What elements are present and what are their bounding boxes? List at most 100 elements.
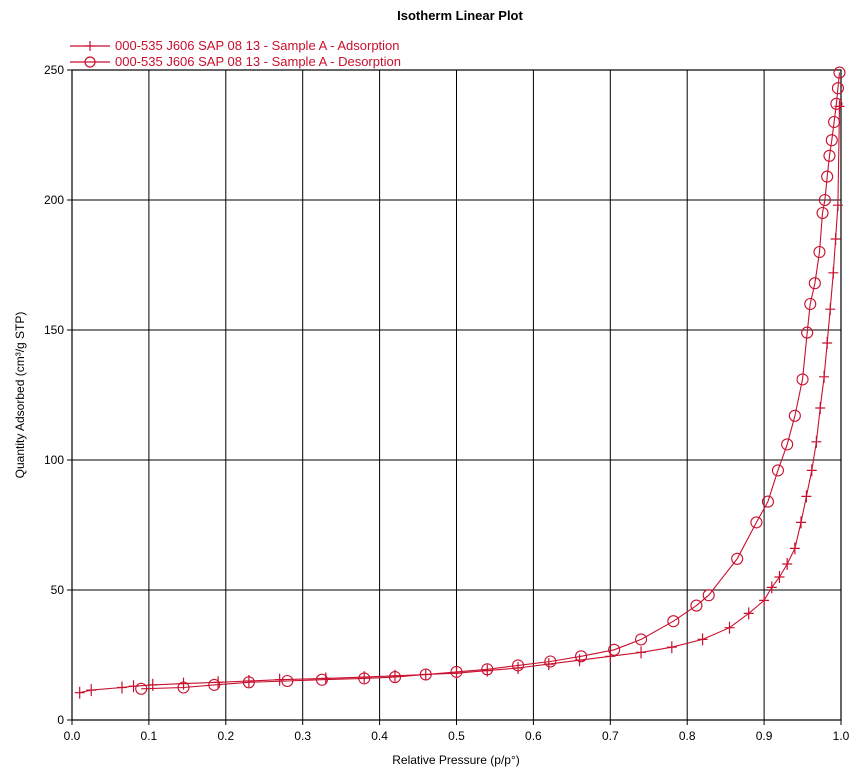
desorption-point-28 — [481, 663, 494, 676]
adsorption-point-19 — [636, 646, 647, 659]
desorption-point-21 — [690, 599, 703, 612]
x-tick-label-9: 0.9 — [756, 729, 773, 743]
x-tick-label-7: 0.7 — [602, 729, 619, 743]
adsorption-point-9 — [320, 672, 331, 685]
desorption-point-35 — [242, 676, 255, 689]
desorption-line — [141, 72, 841, 690]
y-axis-ticks: 0 50 100 150 200 250 — [44, 63, 72, 727]
y-tick-label-5: 250 — [44, 63, 64, 77]
x-tick-label-4: 0.4 — [371, 729, 388, 743]
desorption-point-16 — [771, 464, 784, 477]
adsorption-point-27 — [782, 558, 793, 570]
y-tick-label-2: 100 — [44, 453, 64, 467]
legend: 000-535 J606 SAP 08 13 - Sample A - Adso… — [70, 38, 401, 69]
adsorption-point-35 — [822, 337, 833, 349]
x-tick-label-8: 0.8 — [679, 729, 696, 743]
x-tick-label-3: 0.3 — [294, 729, 311, 743]
series-adsorption — [74, 100, 845, 699]
adsorption-point-18 — [605, 650, 616, 663]
desorption-point-14 — [788, 409, 801, 422]
desorption-point-19 — [731, 552, 744, 565]
x-tick-label-2: 0.2 — [217, 729, 234, 743]
desorption-point-5 — [823, 149, 836, 162]
desorption-point-30 — [419, 668, 432, 681]
adsorption-point-1 — [86, 684, 97, 697]
desorption-point-13 — [796, 373, 809, 386]
desorption-point-31 — [388, 671, 402, 684]
legend-desorption: 000-535 J606 SAP 08 13 - Sample A - Deso… — [115, 54, 401, 69]
x-tick-label-1: 0.1 — [141, 729, 158, 743]
desorption-point-11 — [804, 297, 817, 311]
adsorption-point-8 — [274, 673, 285, 686]
adsorption-point-25 — [766, 581, 777, 594]
desorption-point-26 — [544, 655, 557, 668]
legend-adsorption: 000-535 J606 SAP 08 13 - Sample A - Adso… — [115, 38, 400, 53]
adsorption-point-6 — [213, 676, 224, 689]
adsorption-point-30 — [801, 490, 812, 503]
desorption-point-34 — [281, 674, 294, 688]
adsorption-point-28 — [789, 542, 800, 555]
desorption-point-29 — [450, 665, 463, 678]
adsorption-point-34 — [819, 370, 830, 383]
adsorption-point-3 — [128, 680, 139, 693]
desorption-point-6 — [821, 170, 834, 183]
desorption-point-23 — [635, 633, 648, 646]
y-tick-label-0: 0 — [57, 713, 64, 727]
x-tick-label-5: 0.5 — [448, 729, 465, 743]
adsorption-point-20 — [666, 641, 677, 654]
desorption-point-10 — [808, 277, 821, 290]
adsorption-point-33 — [815, 402, 826, 414]
x-tick-label-6: 0.6 — [525, 729, 542, 743]
desorption-point-4 — [825, 134, 838, 147]
y-tick-label-1: 50 — [51, 583, 65, 597]
x-tick-label-0: 0.0 — [64, 729, 81, 743]
desorption-point-12 — [801, 326, 814, 339]
series-desorption — [135, 66, 846, 695]
adsorption-point-26 — [774, 571, 785, 583]
adsorption-point-36 — [825, 303, 836, 316]
adsorption-point-39 — [832, 199, 843, 212]
adsorption-point-15 — [513, 662, 524, 674]
desorption-point-36 — [208, 678, 221, 691]
desorption-point-25 — [575, 650, 588, 663]
adsorption-point-22 — [724, 621, 735, 634]
desorption-point-22 — [667, 615, 680, 628]
desorption-point-2 — [830, 97, 843, 110]
desorption-point-32 — [358, 672, 371, 685]
adsorption-point-24 — [759, 594, 770, 607]
adsorption-point-0 — [74, 686, 85, 699]
y-axis-label: Quantity Adsorbed (cm³/g STP) — [13, 312, 27, 479]
desorption-point-8 — [816, 206, 829, 220]
x-axis-label: Relative Pressure (p/p°) — [392, 753, 520, 767]
adsorption-point-23 — [743, 607, 754, 620]
adsorption-point-31 — [806, 464, 817, 477]
adsorption-point-37 — [828, 266, 839, 279]
desorption-point-33 — [315, 673, 328, 686]
x-axis-ticks: 0.0 0.1 0.2 0.3 0.4 0.5 0.6 0.7 0.8 0.9 1.0 — [64, 720, 850, 743]
desorption-point-24 — [608, 643, 621, 656]
adsorption-point-29 — [796, 516, 807, 529]
adsorption-point-38 — [830, 233, 841, 245]
desorption-point-17 — [761, 495, 774, 508]
desorption-point-18 — [750, 516, 763, 529]
desorption-point-38 — [135, 682, 148, 695]
desorption-point-1 — [831, 82, 844, 95]
x-tick-label-10: 1.0 — [833, 729, 850, 743]
desorption-point-20 — [702, 589, 715, 602]
desorption-point-15 — [781, 438, 794, 451]
desorption-point-7 — [818, 193, 831, 207]
desorption-point-0 — [833, 66, 846, 79]
desorption-point-37 — [177, 681, 190, 694]
desorption-point-27 — [511, 659, 525, 672]
adsorption-point-21 — [697, 633, 708, 646]
adsorption-line — [79, 106, 841, 694]
desorption-point-3 — [828, 115, 841, 129]
y-tick-label-3: 150 — [44, 323, 64, 337]
y-tick-label-4: 200 — [44, 193, 64, 207]
adsorption-point-32 — [811, 435, 822, 448]
chart-title: Isotherm Linear Plot — [397, 8, 523, 23]
grid — [71, 69, 842, 721]
desorption-point-9 — [813, 245, 826, 259]
adsorption-point-2 — [116, 681, 127, 694]
